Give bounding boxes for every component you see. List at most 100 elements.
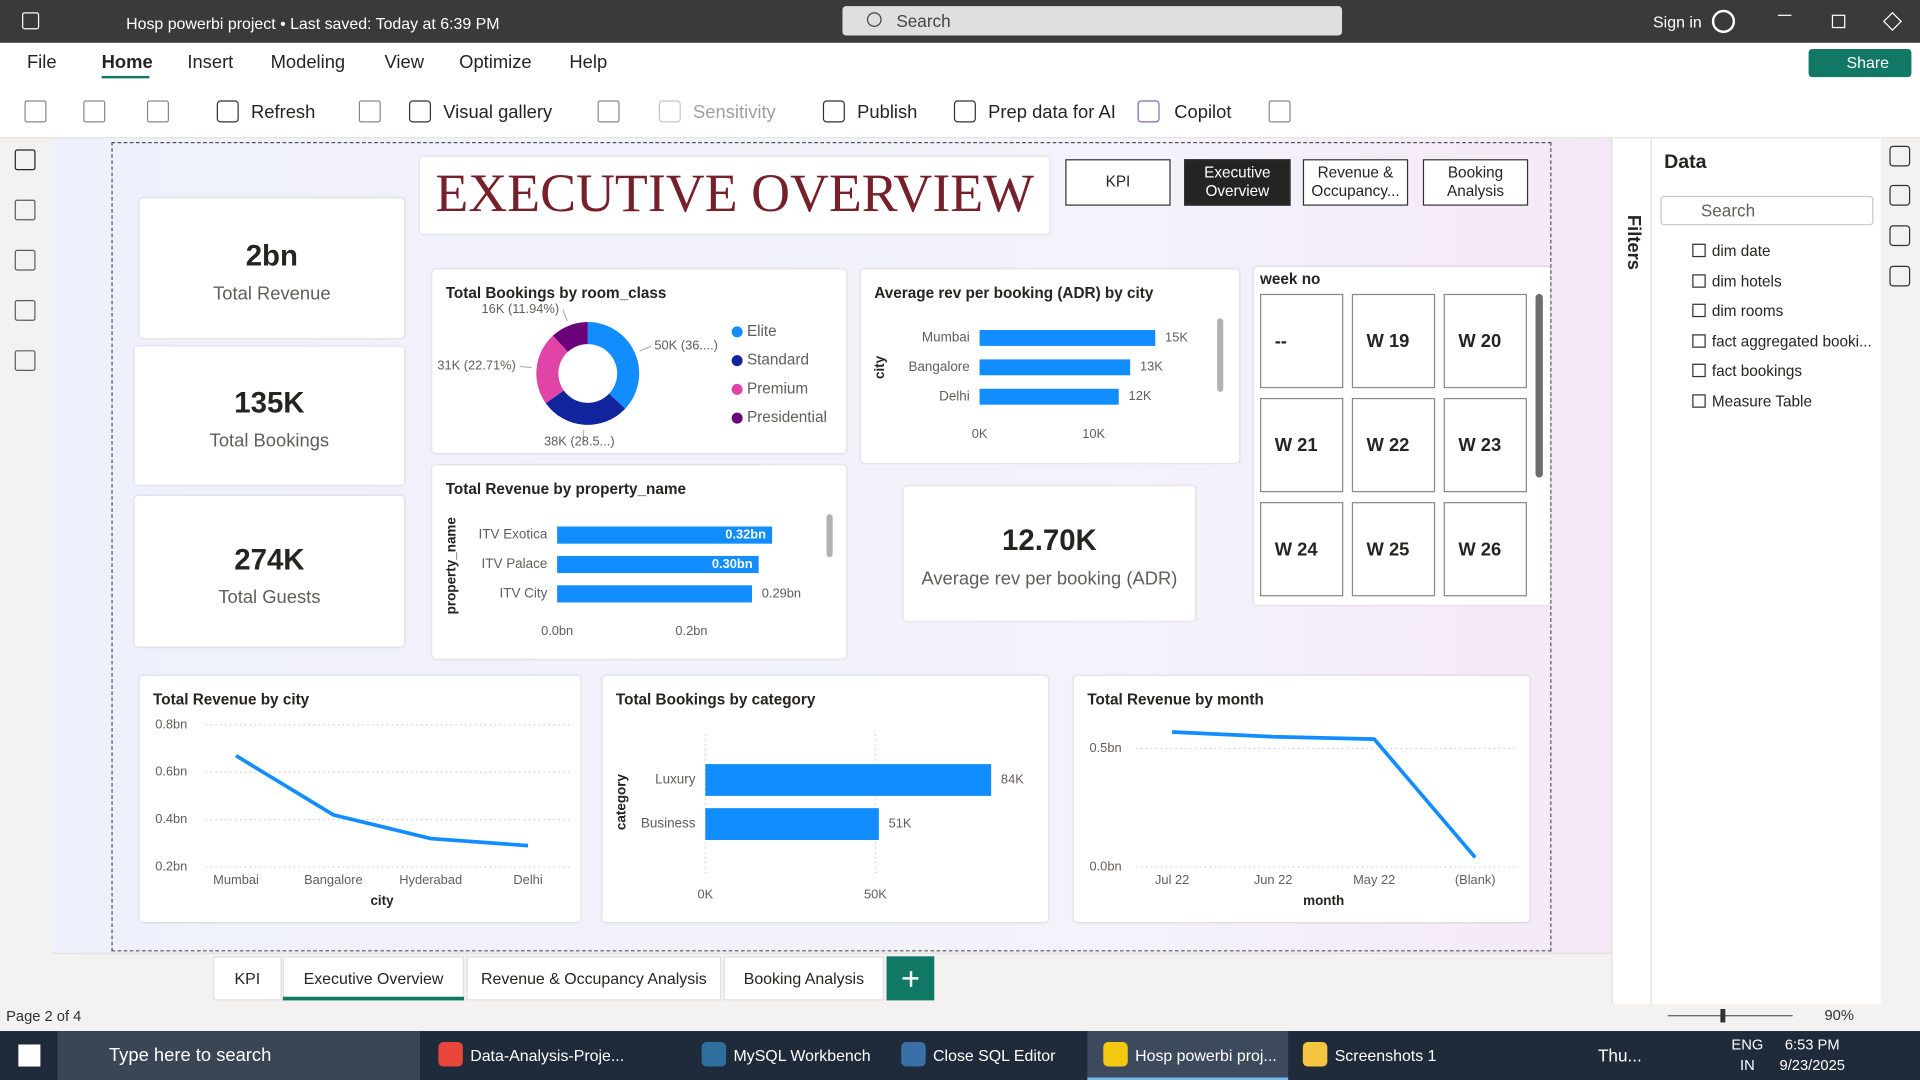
search-box[interactable] — [842, 6, 1343, 36]
page-tab[interactable] — [282, 956, 465, 1001]
slicer-item[interactable]: W 22 — [1366, 435, 1410, 457]
paste-icon[interactable] — [24, 100, 47, 123]
data-search[interactable] — [1660, 195, 1874, 226]
ribbon-icon[interactable] — [822, 100, 845, 123]
ribbon-icon[interactable] — [408, 100, 432, 123]
ribbon-button[interactable]: Copilot — [1174, 102, 1232, 124]
table-icon[interactable] — [1692, 394, 1706, 408]
more-icon[interactable] — [1268, 100, 1291, 123]
start-button[interactable] — [18, 1044, 41, 1067]
nav-label[interactable]: KPI — [1105, 173, 1131, 191]
taskbar-app[interactable]: Data-Analysis-Proje... — [470, 1046, 625, 1065]
taskbar-app[interactable]: Close SQL Editor — [933, 1046, 1056, 1065]
menu-item[interactable]: View — [384, 52, 424, 73]
nav-button[interactable] — [1184, 159, 1291, 206]
ribbon-icon[interactable] — [1137, 100, 1160, 123]
table-name[interactable]: fact aggregated booki... — [1711, 332, 1872, 350]
nav-label[interactable]: Executive Overview — [1204, 164, 1271, 200]
page-tab[interactable] — [213, 956, 282, 1001]
view-icon[interactable] — [14, 149, 36, 171]
ribbon-icon[interactable] — [216, 100, 239, 123]
table-icon[interactable] — [1692, 303, 1706, 318]
chart-icon[interactable] — [358, 100, 381, 123]
maximize-button[interactable] — [1831, 14, 1846, 29]
menu-item[interactable]: File — [26, 52, 57, 73]
app-icon[interactable] — [901, 1042, 926, 1067]
menu-item[interactable]: Help — [569, 52, 608, 73]
slicer-tile[interactable] — [1260, 293, 1344, 389]
save-icon[interactable] — [22, 12, 40, 30]
pane-icon[interactable] — [1889, 225, 1911, 247]
nav-label[interactable]: Booking Analysis — [1447, 164, 1504, 200]
view-icon[interactable] — [14, 300, 36, 321]
page-tab[interactable] — [723, 956, 885, 1001]
table-name[interactable]: dim hotels — [1711, 272, 1782, 290]
app-icon[interactable] — [1103, 1042, 1128, 1067]
minimize-button[interactable] — [1777, 14, 1792, 16]
slicer-tile[interactable] — [1351, 397, 1436, 493]
clock-time[interactable]: 6:53 PM — [1784, 1035, 1840, 1054]
slicer-tile[interactable] — [1443, 502, 1527, 597]
format-icon[interactable] — [83, 100, 106, 123]
slicer-tile[interactable] — [1443, 293, 1527, 389]
slicer-tile[interactable] — [1260, 502, 1344, 597]
nav-button[interactable] — [1422, 159, 1529, 206]
table-icon[interactable] — [1692, 273, 1706, 288]
slicer-item[interactable]: W 20 — [1458, 331, 1502, 353]
app-icon[interactable] — [701, 1042, 727, 1067]
menu-item[interactable]: Modeling — [270, 52, 346, 73]
table-name[interactable]: dim rooms — [1711, 302, 1784, 320]
app-icon[interactable] — [438, 1042, 463, 1067]
weather[interactable]: Thu... — [1597, 1045, 1642, 1066]
table-icon[interactable] — [1692, 364, 1706, 378]
slicer-item[interactable]: -- — [1274, 331, 1287, 353]
ribbon-button[interactable]: Refresh — [251, 102, 316, 124]
table-icon[interactable] — [1692, 334, 1706, 348]
slicer-tile[interactable] — [1260, 397, 1344, 493]
slicer-item[interactable]: W 26 — [1458, 539, 1502, 561]
page-tab-label[interactable]: KPI — [234, 969, 261, 988]
taskbar-search-text[interactable]: Type here to search — [108, 1045, 272, 1066]
account-icon[interactable] — [1711, 9, 1736, 34]
taskbar-app[interactable]: Screenshots 1 — [1334, 1046, 1437, 1065]
share-label[interactable]: Share — [1846, 53, 1890, 72]
menu-item[interactable]: Insert — [187, 52, 234, 73]
table-name[interactable]: fact bookings — [1711, 362, 1803, 381]
pane-icon[interactable] — [1889, 265, 1911, 287]
data-icon[interactable] — [146, 100, 169, 123]
slicer-tile[interactable] — [1443, 397, 1527, 493]
page-tab-label[interactable]: Revenue & Occupancy Analysis — [481, 969, 707, 988]
pane-icon[interactable] — [1889, 145, 1911, 167]
pane-icon[interactable] — [1889, 184, 1911, 206]
slicer-tile[interactable] — [1351, 293, 1436, 389]
taskbar-search[interactable] — [57, 1031, 421, 1080]
ribbon-icon[interactable] — [953, 100, 976, 123]
nav-label[interactable]: Revenue & Occupancy... — [1311, 164, 1400, 200]
slicer-item[interactable]: W 25 — [1366, 539, 1410, 561]
view-icon[interactable] — [14, 350, 36, 372]
zoom-slider[interactable] — [1667, 1015, 1793, 1017]
view-icon[interactable] — [14, 199, 36, 221]
calculator-icon[interactable] — [597, 100, 620, 123]
app-icon[interactable] — [1302, 1042, 1328, 1067]
ribbon-button[interactable]: Publish — [857, 102, 918, 124]
taskbar-app[interactable]: MySQL Workbench — [733, 1046, 871, 1065]
slicer-scrollbar[interactable] — [1535, 293, 1543, 478]
share-button[interactable] — [1808, 48, 1912, 78]
page-tab-label[interactable]: Booking Analysis — [743, 969, 865, 988]
view-icon[interactable] — [14, 249, 36, 271]
sign-in[interactable]: Sign in — [1653, 12, 1702, 32]
table-name[interactable]: dim date — [1711, 242, 1771, 260]
ribbon-button[interactable]: Prep data for AI — [988, 102, 1116, 124]
nav-button[interactable] — [1065, 159, 1171, 206]
zoom-thumb[interactable] — [1720, 1008, 1726, 1023]
menu-item[interactable]: Optimize — [459, 52, 532, 73]
taskbar-app[interactable]: Hosp powerbi proj... — [1135, 1046, 1277, 1065]
table-icon[interactable] — [1692, 243, 1706, 258]
nav-button[interactable] — [1302, 159, 1409, 206]
slicer-item[interactable]: W 23 — [1458, 435, 1502, 457]
menu-item[interactable]: Home — [101, 52, 153, 73]
slicer-tile[interactable] — [1351, 502, 1436, 597]
region[interactable]: IN — [1740, 1056, 1755, 1074]
scrollbar[interactable] — [826, 514, 833, 558]
